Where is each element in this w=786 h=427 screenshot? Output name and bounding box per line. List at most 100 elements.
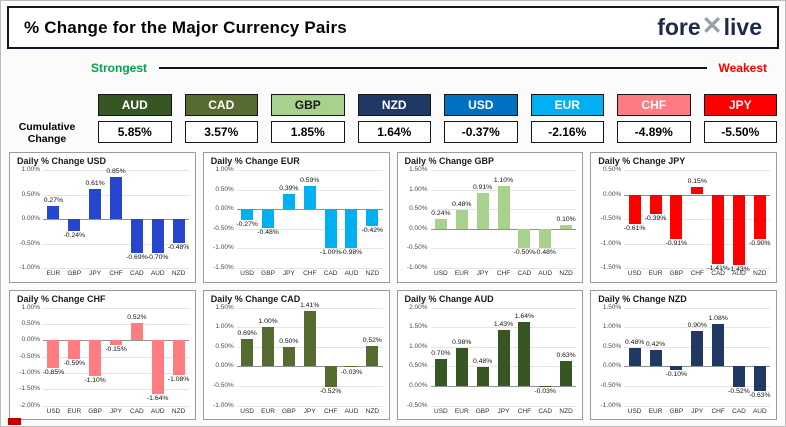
forexlive-logo: fore ✕ live <box>657 14 762 40</box>
gridline <box>624 385 770 387</box>
bar-value-label: -0.59% <box>63 360 86 368</box>
bar-gbp <box>89 340 102 377</box>
bar-value-label: -0.98% <box>340 248 363 256</box>
x-category-label: EUR <box>46 270 61 277</box>
bar-cad <box>539 385 552 388</box>
y-tick-label: 0.00% <box>602 190 622 198</box>
bar-jpy <box>89 189 102 219</box>
bar-value-label: -0.91% <box>665 240 688 248</box>
currency-code-box-usd: USD <box>444 94 518 116</box>
x-category-label: GBP <box>67 270 82 277</box>
zero-line <box>236 366 383 368</box>
bar-value-label: -0.03% <box>340 368 363 376</box>
gridline <box>43 389 189 391</box>
bar-nzd <box>366 209 379 226</box>
x-category-label: CHF <box>517 407 532 415</box>
bar-nzd <box>560 224 573 229</box>
logo-text-live: live <box>723 14 762 40</box>
page-title: % Change for the Major Currency Pairs <box>24 17 347 37</box>
currency-column-jpy: JPY -5.50% <box>703 94 777 145</box>
bar-value-label: -0.63% <box>749 392 771 399</box>
scale-line <box>159 67 707 69</box>
x-category-label: NZD <box>171 407 186 415</box>
bar-chf <box>691 187 704 195</box>
x-category-label: EUR <box>261 407 275 415</box>
x-category-label: AUD <box>732 270 746 277</box>
cumulative-value-box-jpy: -5.50% <box>703 121 777 143</box>
bar-nzd <box>753 194 766 239</box>
bar-usd <box>241 209 254 220</box>
chart-title: Daily % Change NZD <box>598 293 687 304</box>
chart-title: Daily % Change AUD <box>404 293 494 304</box>
x-category-label: CAD <box>711 270 725 277</box>
cumulative-section: Cumulative Change AUD 5.85% CAD 3.57% GBP 1.8… <box>9 94 777 145</box>
y-tick-label: -0.50% <box>213 381 234 389</box>
gridline <box>624 243 770 245</box>
currency-column-chf: CHF -4.89% <box>617 94 691 145</box>
bar-usd <box>434 219 447 229</box>
bar-value-label: 0.27% <box>43 196 64 204</box>
gridline <box>236 405 383 407</box>
x-category-label: GBP <box>669 270 684 277</box>
currency-column-usd: USD -0.37% <box>444 94 518 145</box>
y-tick-label: -0.50% <box>19 352 40 360</box>
daily-change-chart-aud: Daily % Change AUD 2.00% 1.50% 1.00% 0.50% 0.… <box>396 289 584 420</box>
bar-cad <box>130 323 143 341</box>
gridline <box>43 170 189 171</box>
x-category-label: EUR <box>67 407 82 415</box>
cumulative-value-box-usd: -0.37% <box>444 121 518 143</box>
currency-column-nzd: NZD 1.64% <box>357 94 431 145</box>
y-tick-label: -0.50% <box>19 239 40 247</box>
x-category-label: USD <box>434 407 448 415</box>
bar-value-label: -0.39% <box>644 214 667 222</box>
x-category-label: CHF <box>690 270 704 277</box>
x-category-label: USD <box>46 407 61 415</box>
x-category-label: CAD <box>130 407 144 415</box>
y-tick-label: -2.00% <box>19 401 40 409</box>
x-category-label: CHF <box>303 270 317 277</box>
x-category-label: JPY <box>110 407 122 415</box>
x-category-label: AUD <box>538 270 553 277</box>
bar-aud <box>345 366 358 368</box>
plot-area: 2.00% 1.50% 1.00% 0.50% 0.00% -0.50% 0.70% USD 0… <box>407 304 577 415</box>
x-category-label: NZD <box>559 270 573 277</box>
y-tick-label: 0.00% <box>21 215 40 222</box>
currency-code-box-aud: AUD <box>98 94 172 116</box>
cumulative-value-box-eur: -2.16% <box>530 121 604 143</box>
gridline <box>430 170 577 171</box>
y-tick-label: 1.50% <box>409 323 428 331</box>
bar-value-label: 0.48% <box>472 358 493 366</box>
x-category-label: CAD <box>538 407 553 415</box>
y-tick-label: -0.50% <box>600 215 622 222</box>
logo-text-fore: fore <box>657 14 701 40</box>
y-tick-label: 0.50% <box>409 362 428 370</box>
gridline <box>624 170 770 171</box>
bar-cad <box>732 366 745 387</box>
bar-nzd <box>560 361 573 386</box>
bar-aud <box>753 366 766 391</box>
cumulative-value-box-gbp: 1.85% <box>271 121 345 143</box>
bar-value-label: 0.39% <box>279 184 299 192</box>
gridline <box>624 307 770 309</box>
gridline <box>236 385 383 387</box>
cumulative-value-box-aud: 5.85% <box>98 121 172 143</box>
x-category-label: GBP <box>475 407 490 415</box>
y-tick-label: -1.00% <box>600 239 622 247</box>
x-category-label: NZD <box>753 270 767 277</box>
bar-value-label: 0.85% <box>106 168 126 176</box>
y-tick-label: 0.50% <box>21 190 40 198</box>
y-tick-label: 0.00% <box>215 205 234 213</box>
gridline <box>236 248 383 250</box>
weakest-label: Weakest <box>718 61 767 75</box>
x-category-label: GBP <box>88 407 102 415</box>
x-category-label: GBP <box>281 407 296 415</box>
x-category-label: NZD <box>559 407 573 415</box>
bar-value-label: 1.00% <box>258 318 278 326</box>
gridline <box>43 372 189 374</box>
bar-value-label: -0.52% <box>319 387 342 395</box>
bar-eur <box>68 340 81 360</box>
y-tick-label: -0.50% <box>406 244 428 252</box>
gridline <box>624 268 770 269</box>
bar-jpy <box>303 311 316 367</box>
x-category-label: USD <box>240 407 255 415</box>
